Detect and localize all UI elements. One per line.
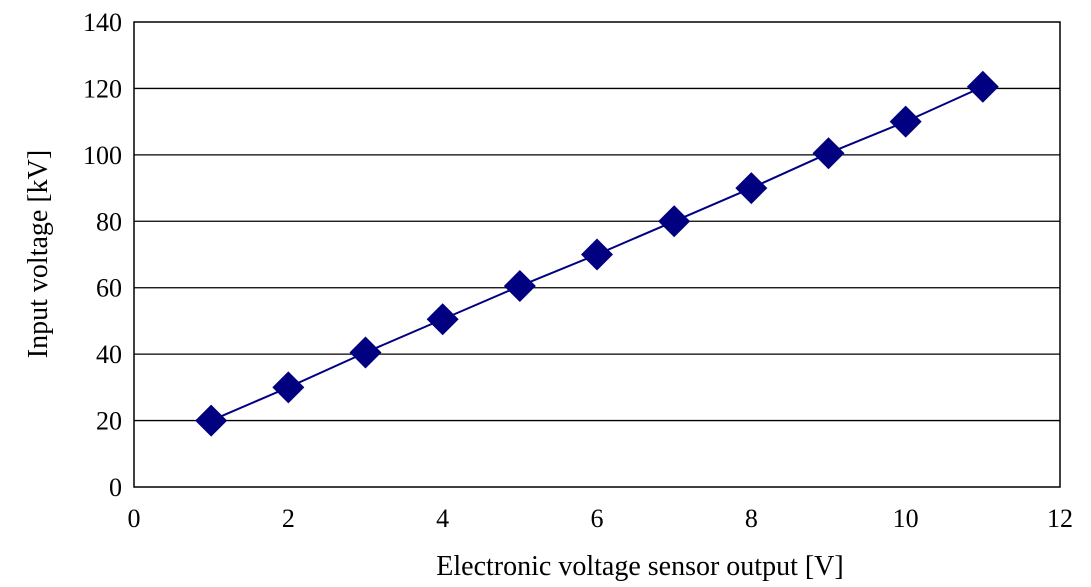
y-tick-label: 100 — [83, 141, 122, 170]
data-point-diamond — [812, 137, 845, 170]
data-point-diamond — [889, 105, 922, 138]
x-tick-label: 12 — [1047, 504, 1073, 533]
data-point-diamond — [966, 70, 999, 103]
data-point-diamond — [735, 172, 768, 205]
data-point-diamond — [349, 336, 382, 369]
x-tick-label: 6 — [591, 504, 604, 533]
x-tick-label: 2 — [282, 504, 295, 533]
x-axis-label: Electronic voltage sensor output [V] — [436, 551, 843, 582]
data-point-diamond — [195, 404, 228, 437]
y-tick-label: 40 — [96, 340, 122, 369]
data-point-diamond — [658, 205, 691, 238]
x-tick-label: 10 — [893, 504, 919, 533]
y-tick-label: 80 — [96, 207, 122, 236]
data-point-diamond — [272, 371, 305, 404]
x-tick-label: 8 — [745, 504, 758, 533]
y-tick-label: 140 — [83, 8, 122, 37]
plot-area — [133, 21, 1061, 488]
series — [195, 70, 999, 437]
y-tick-labels: 0 20 40 60 80 100 120 140 — [83, 8, 122, 502]
data-point-diamond — [581, 238, 613, 271]
y-tick-label: 0 — [109, 473, 122, 502]
gridlines — [134, 87, 1060, 422]
x-tick-label: 0 — [128, 504, 141, 533]
y-tick-label: 20 — [96, 407, 122, 436]
y-tick-label: 60 — [96, 274, 122, 303]
x-tick-labels: 0 2 4 6 8 10 12 — [128, 504, 1074, 533]
data-point-diamond — [503, 270, 536, 303]
data-point-diamond — [426, 303, 459, 336]
y-tick-label: 120 — [83, 74, 122, 103]
x-tick-label: 4 — [436, 504, 449, 533]
y-axis-label: Input voltage [kV] — [23, 150, 54, 358]
